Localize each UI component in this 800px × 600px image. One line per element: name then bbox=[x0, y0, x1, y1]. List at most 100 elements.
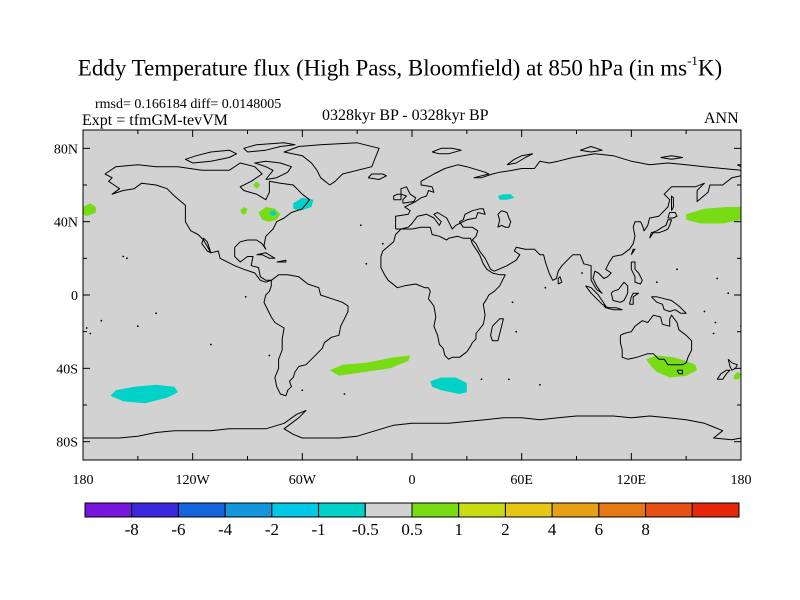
region-caspian-negative bbox=[497, 194, 515, 200]
small-island bbox=[365, 262, 368, 265]
colorbar-swatch bbox=[551, 502, 600, 518]
coastline-svalbard bbox=[431, 147, 462, 155]
coastlines bbox=[83, 142, 741, 441]
colorbar-label: 0.5 bbox=[401, 520, 422, 539]
colorbar-swatch bbox=[224, 502, 273, 518]
small-island bbox=[136, 325, 139, 328]
axis-ticks bbox=[82, 130, 742, 460]
coastline-arctic-islands bbox=[184, 149, 237, 164]
coastline-new-siberian bbox=[660, 155, 683, 160]
lat-tick-label: 40N bbox=[54, 216, 78, 231]
small-island bbox=[714, 321, 717, 324]
small-island bbox=[676, 268, 678, 271]
lat-tick-label: 80N bbox=[54, 142, 78, 157]
small-island bbox=[301, 389, 304, 392]
coastline-philippines bbox=[630, 261, 643, 285]
colorbar-swatch bbox=[411, 502, 460, 518]
small-island bbox=[343, 393, 346, 395]
small-island bbox=[100, 319, 103, 322]
coastline-hispaniola bbox=[276, 259, 287, 263]
small-island bbox=[712, 332, 715, 335]
coastline-arabia-caspian bbox=[497, 210, 512, 228]
lon-tick-label: 60E bbox=[510, 473, 533, 488]
region-south-atlantic-positive bbox=[329, 355, 411, 376]
region-south-africa-negative bbox=[430, 377, 467, 394]
region-mexico-positive bbox=[240, 207, 248, 215]
small-island bbox=[703, 310, 706, 313]
colorbar-swatch bbox=[598, 502, 647, 518]
coastline-wrangel bbox=[737, 164, 741, 168]
small-island bbox=[716, 277, 719, 280]
coastline-greenland bbox=[283, 142, 380, 186]
coastline-australia bbox=[619, 314, 693, 366]
season-label: ANN bbox=[704, 110, 739, 127]
colorbar: -8 -6 -4 -2 -1 -0.5 0.5 1 2 4 6 8 bbox=[84, 502, 740, 539]
axis-tick-labels: 80N 40N 0 40S 80S 180 120W 60W 0 60E 120E 180 bbox=[54, 142, 752, 488]
coastline-ellesmere bbox=[243, 142, 296, 153]
coastline-baffin bbox=[254, 160, 292, 180]
coastline-tasmania bbox=[676, 369, 683, 375]
coastline-sri-lanka bbox=[557, 276, 563, 285]
small-island bbox=[515, 330, 518, 333]
colorbar-swatch bbox=[318, 502, 366, 518]
colorbar-label: 1 bbox=[454, 520, 463, 539]
small-island bbox=[544, 286, 547, 289]
region-north-pacific-east-positive bbox=[83, 203, 96, 217]
coastline-eurasia bbox=[395, 153, 741, 294]
small-island bbox=[727, 292, 730, 295]
small-island bbox=[89, 332, 92, 335]
small-island bbox=[480, 378, 483, 381]
lon-tick-label: 180 bbox=[731, 473, 752, 488]
colorbar-label: -0.5 bbox=[352, 520, 379, 539]
region-hudson-positive bbox=[253, 181, 261, 189]
lon-tick-label: 120W bbox=[176, 473, 211, 488]
colorbar-swatch bbox=[271, 502, 320, 518]
region-new-zealand-positive bbox=[733, 372, 741, 380]
stats-line: rmsd= 0.166184 diff= 0.0148005 bbox=[95, 97, 282, 112]
colorbar-label: 2 bbox=[501, 520, 510, 539]
coastline-antarctica bbox=[83, 410, 741, 441]
region-south-pacific-negative bbox=[110, 384, 178, 404]
small-island bbox=[359, 224, 362, 227]
small-island bbox=[268, 354, 271, 357]
region-great-lakes-positive bbox=[258, 207, 281, 222]
colorbar-swatch bbox=[177, 502, 226, 518]
title-main: Eddy Temperature flux (High Pass, Bloomf… bbox=[77, 55, 688, 81]
coastline-sulawesi bbox=[629, 292, 640, 305]
coastline-ireland bbox=[393, 193, 402, 201]
coastline-hokkaido bbox=[667, 212, 678, 219]
colorbar-label: -1 bbox=[312, 520, 326, 539]
small-island bbox=[210, 343, 212, 346]
small-island bbox=[539, 383, 541, 386]
colorbar-label: -2 bbox=[265, 520, 279, 539]
coastline-africa bbox=[380, 226, 506, 360]
colorbar-swatch bbox=[84, 502, 133, 518]
lat-tick-label: 0 bbox=[71, 289, 78, 304]
lon-tick-label: 180 bbox=[73, 473, 94, 488]
colorbar-swatch bbox=[645, 502, 693, 518]
chart-title: Eddy Temperature flux (High Pass, Bloomf… bbox=[0, 53, 800, 82]
coastline-south-america bbox=[263, 274, 349, 397]
colorbar-label: 6 bbox=[595, 520, 604, 539]
coastline-java bbox=[603, 305, 623, 311]
colorbar-label: -4 bbox=[218, 520, 233, 539]
lon-tick-label: 0 bbox=[409, 473, 416, 488]
small-island bbox=[381, 242, 384, 245]
title-superscript: -1 bbox=[687, 53, 698, 68]
colorbar-swatch bbox=[458, 502, 506, 518]
coastline-sumatra bbox=[585, 285, 607, 307]
small-island bbox=[126, 257, 128, 260]
region-north-pacific-west-positive bbox=[686, 207, 741, 224]
lon-tick-label: 60W bbox=[289, 473, 317, 488]
small-island bbox=[244, 295, 247, 298]
coastline-sakhalin bbox=[671, 195, 674, 211]
colorbar-label: -8 bbox=[125, 520, 139, 539]
colorbar-label: 8 bbox=[641, 520, 650, 539]
coastline-cuba bbox=[256, 252, 276, 259]
title-tail: K) bbox=[697, 55, 723, 81]
colorbar-swatch bbox=[364, 502, 413, 518]
coastline-borneo bbox=[610, 281, 629, 303]
lat-tick-label: 80S bbox=[56, 436, 78, 451]
lon-tick-label: 120E bbox=[617, 473, 647, 488]
